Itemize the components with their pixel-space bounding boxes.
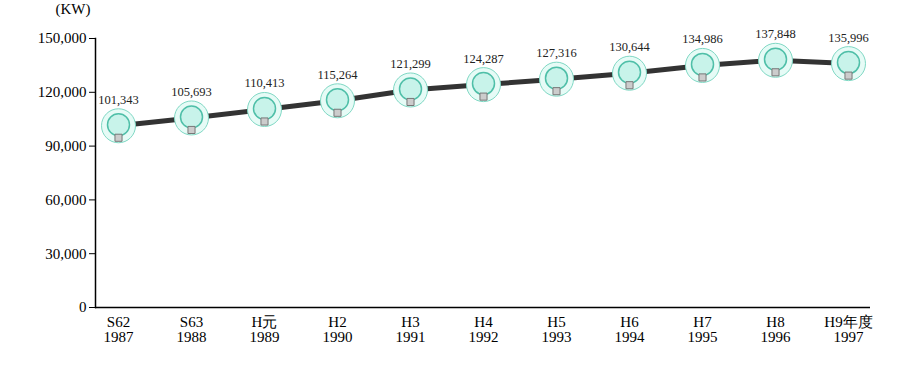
svg-text:30,000: 30,000 — [45, 246, 86, 262]
svg-text:S621987: S621987 — [104, 314, 135, 346]
svg-text:127,316: 127,316 — [536, 46, 577, 60]
svg-text:H41992: H41992 — [469, 314, 499, 346]
svg-text:H51993: H51993 — [542, 314, 572, 346]
svg-text:137,848: 137,848 — [755, 27, 796, 41]
svg-text:H元1989: H元1989 — [250, 314, 280, 346]
svg-text:H9年度1997: H9年度1997 — [824, 314, 872, 346]
svg-text:124,287: 124,287 — [463, 52, 504, 66]
svg-text:105,693: 105,693 — [171, 85, 212, 99]
svg-text:134,986: 134,986 — [682, 32, 723, 46]
svg-text:H31991: H31991 — [396, 314, 426, 346]
svg-text:110,413: 110,413 — [244, 76, 284, 90]
svg-text:130,644: 130,644 — [609, 40, 650, 54]
svg-text:90,000: 90,000 — [45, 138, 86, 154]
svg-text:H61994: H61994 — [615, 314, 646, 346]
svg-text:H71995: H71995 — [688, 314, 718, 346]
svg-text:135,996: 135,996 — [828, 31, 869, 45]
svg-text:(KW): (KW) — [56, 1, 91, 18]
svg-text:120,000: 120,000 — [38, 84, 87, 100]
svg-text:150,000: 150,000 — [38, 30, 87, 46]
svg-text:121,299: 121,299 — [390, 57, 431, 71]
svg-text:H81996: H81996 — [761, 314, 792, 346]
svg-text:101,343: 101,343 — [98, 93, 139, 107]
svg-text:60,000: 60,000 — [45, 192, 86, 208]
svg-text:0: 0 — [79, 299, 87, 315]
svg-text:S631988: S631988 — [177, 314, 207, 346]
svg-text:H21990: H21990 — [323, 314, 353, 346]
svg-text:115,264: 115,264 — [317, 68, 358, 82]
